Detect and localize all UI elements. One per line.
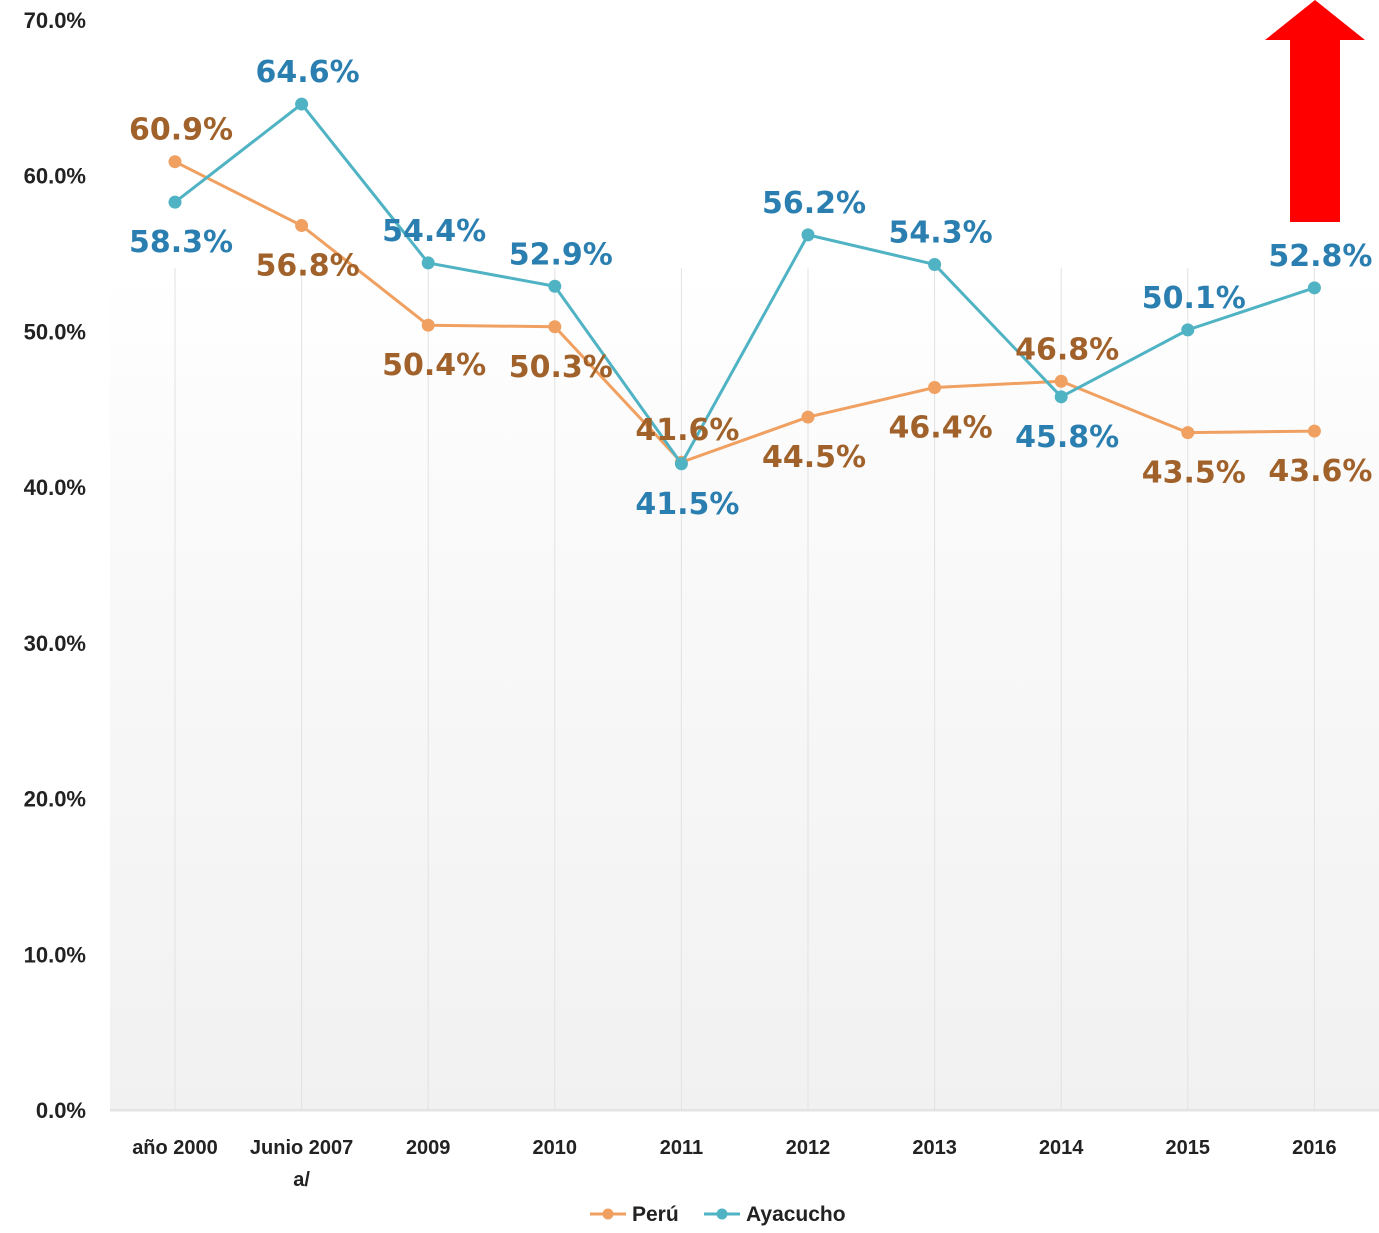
data-point	[421, 318, 435, 332]
data-point	[548, 320, 562, 334]
data-label: 50.4%	[382, 348, 486, 383]
data-label: 52.9%	[509, 237, 613, 272]
data-label: 44.5%	[762, 440, 866, 475]
data-label: 45.8%	[1015, 420, 1119, 455]
data-label: 60.9%	[129, 113, 233, 148]
y-tick-label: 70.0%	[24, 8, 86, 33]
y-tick-label: 30.0%	[24, 631, 86, 656]
data-label: 54.4%	[382, 214, 486, 249]
x-tick-label: 2010	[533, 1137, 578, 1159]
legend-marker-0	[602, 1208, 614, 1220]
x-tick-label: 2012	[786, 1137, 831, 1159]
data-label: 56.8%	[256, 249, 360, 284]
data-label: 46.8%	[1015, 332, 1119, 367]
data-point	[421, 256, 435, 270]
legend-marker-1	[716, 1208, 728, 1220]
data-label: 50.1%	[1142, 281, 1246, 316]
data-point	[1181, 323, 1195, 337]
data-label: 58.3%	[129, 225, 233, 260]
x-tick-label: Junio 2007	[250, 1137, 353, 1159]
y-tick-label: 50.0%	[24, 319, 86, 344]
y-tick-label: 20.0%	[24, 787, 86, 812]
gridlines	[110, 268, 1379, 1111]
data-label: 56.2%	[762, 186, 866, 221]
x-tick-label: 2011	[660, 1137, 703, 1159]
y-tick-label: 10.0%	[24, 942, 86, 967]
data-point	[928, 380, 942, 394]
series-line-1	[174, 102, 1315, 466]
data-point	[801, 228, 815, 242]
data-label: 41.6%	[635, 413, 739, 448]
data-point	[295, 219, 309, 233]
series-line-0	[174, 160, 1315, 464]
data-label: 41.5%	[635, 487, 739, 522]
data-label: 43.5%	[1142, 456, 1246, 491]
plot-area	[110, 268, 1379, 1112]
data-label: 46.4%	[889, 410, 993, 445]
data-point	[1054, 374, 1068, 388]
data-labels: 60.9% 56.8% 50.4% 50.3% 41.6% 44.5% 46.4% 46.8%…	[129, 55, 1372, 522]
legend: Perú Ayacucho	[590, 1203, 846, 1226]
y-tick-label: 60.0%	[24, 164, 86, 189]
data-point	[801, 410, 815, 424]
x-tick-label: a/	[293, 1169, 310, 1191]
x-tick-label: 2013	[912, 1137, 957, 1159]
up-arrow-icon	[1265, 0, 1365, 222]
data-point	[674, 457, 688, 471]
data-label: 43.6%	[1268, 454, 1372, 489]
x-tick-label: 2015	[1166, 1137, 1211, 1159]
data-point	[1181, 426, 1195, 440]
data-point	[168, 195, 182, 209]
legend-label: Ayacucho	[746, 1203, 846, 1226]
data-point	[1054, 390, 1068, 404]
x-tick-label: año 2000	[132, 1137, 218, 1159]
data-label: 54.3%	[889, 215, 993, 250]
y-axis: 0.0% 10.0% 20.0% 30.0% 40.0% 50.0% 60.0% 70.0%	[24, 8, 86, 1123]
x-tick-label: 2016	[1292, 1137, 1337, 1159]
x-axis: año 2000 Junio 2007 a/2009 2010 2011 2012 2013…	[132, 1137, 1336, 1191]
data-label: 64.6%	[256, 55, 360, 90]
annotations	[1265, 0, 1365, 222]
y-tick-label: 0.0%	[36, 1098, 86, 1123]
x-tick-label: 2014	[1039, 1137, 1084, 1159]
series	[168, 97, 1321, 471]
data-label: 52.8%	[1268, 239, 1372, 274]
data-label: 50.3%	[509, 350, 613, 385]
y-tick-label: 40.0%	[24, 475, 86, 500]
data-point	[1307, 424, 1321, 438]
data-point	[168, 155, 182, 169]
data-point	[295, 97, 309, 111]
data-point	[548, 279, 562, 293]
data-point	[1307, 281, 1321, 295]
x-tick-label: 2009	[406, 1137, 451, 1159]
legend-label: Perú	[632, 1203, 679, 1226]
data-point	[928, 257, 942, 271]
